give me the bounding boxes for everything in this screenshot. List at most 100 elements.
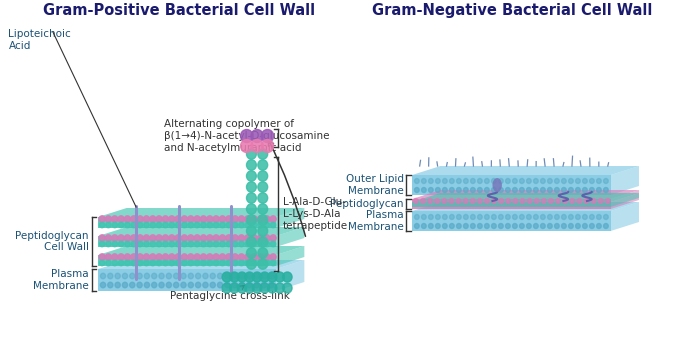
- Circle shape: [596, 187, 601, 193]
- Circle shape: [125, 241, 130, 247]
- Circle shape: [163, 260, 168, 266]
- Circle shape: [99, 222, 105, 228]
- Circle shape: [268, 283, 277, 293]
- Circle shape: [247, 193, 256, 203]
- Circle shape: [262, 140, 274, 153]
- Circle shape: [575, 215, 580, 220]
- Circle shape: [245, 241, 250, 247]
- Text: Gram-Negative Bacterial Cell Wall: Gram-Negative Bacterial Cell Wall: [372, 3, 652, 18]
- Circle shape: [554, 187, 559, 193]
- Circle shape: [130, 254, 137, 260]
- Circle shape: [247, 282, 252, 288]
- Circle shape: [541, 199, 546, 203]
- Circle shape: [232, 254, 238, 260]
- Circle shape: [151, 282, 157, 288]
- Circle shape: [252, 272, 262, 282]
- Circle shape: [270, 216, 276, 222]
- Circle shape: [239, 235, 245, 241]
- Circle shape: [275, 272, 285, 282]
- Circle shape: [270, 222, 276, 228]
- Circle shape: [149, 235, 155, 241]
- Circle shape: [194, 216, 200, 222]
- Circle shape: [226, 260, 231, 266]
- Circle shape: [254, 282, 260, 288]
- Circle shape: [118, 260, 124, 266]
- Circle shape: [421, 178, 426, 184]
- Circle shape: [200, 235, 206, 241]
- Circle shape: [232, 282, 237, 288]
- Circle shape: [144, 260, 149, 266]
- Circle shape: [485, 199, 489, 203]
- Circle shape: [220, 222, 225, 228]
- Circle shape: [251, 222, 257, 228]
- Circle shape: [137, 273, 142, 279]
- Circle shape: [450, 223, 454, 229]
- Circle shape: [143, 216, 149, 222]
- Circle shape: [112, 216, 118, 222]
- Circle shape: [159, 273, 164, 279]
- Circle shape: [194, 254, 200, 260]
- Circle shape: [105, 254, 112, 260]
- Circle shape: [512, 223, 517, 229]
- Circle shape: [181, 282, 186, 288]
- Circle shape: [260, 283, 269, 293]
- Circle shape: [450, 187, 454, 193]
- Polygon shape: [610, 190, 639, 209]
- Circle shape: [429, 215, 433, 220]
- Circle shape: [491, 178, 496, 184]
- Circle shape: [258, 193, 268, 203]
- Circle shape: [569, 215, 573, 220]
- Polygon shape: [412, 166, 639, 175]
- Circle shape: [182, 260, 187, 266]
- Circle shape: [239, 260, 244, 266]
- Circle shape: [512, 187, 517, 193]
- Circle shape: [233, 260, 238, 266]
- Polygon shape: [276, 227, 304, 247]
- Circle shape: [232, 235, 238, 241]
- Circle shape: [195, 241, 200, 247]
- Circle shape: [245, 216, 251, 222]
- Circle shape: [477, 215, 482, 220]
- Circle shape: [604, 215, 608, 220]
- Circle shape: [247, 204, 256, 214]
- Circle shape: [245, 283, 254, 293]
- Circle shape: [258, 260, 263, 266]
- Circle shape: [442, 199, 447, 203]
- Circle shape: [233, 222, 238, 228]
- Circle shape: [604, 187, 608, 193]
- Circle shape: [150, 241, 155, 247]
- Circle shape: [470, 215, 475, 220]
- Circle shape: [194, 235, 200, 241]
- Circle shape: [251, 235, 257, 241]
- Circle shape: [270, 235, 276, 241]
- Circle shape: [163, 241, 168, 247]
- Ellipse shape: [492, 178, 502, 192]
- Circle shape: [169, 235, 175, 241]
- Circle shape: [498, 223, 503, 229]
- Circle shape: [443, 223, 448, 229]
- Circle shape: [226, 241, 231, 247]
- Circle shape: [533, 178, 538, 184]
- Text: Outer Lipid
Membrane: Outer Lipid Membrane: [345, 174, 404, 196]
- Circle shape: [232, 216, 238, 222]
- Circle shape: [130, 235, 137, 241]
- Circle shape: [264, 216, 270, 222]
- Circle shape: [258, 215, 268, 225]
- Circle shape: [213, 254, 219, 260]
- Circle shape: [247, 237, 256, 247]
- Circle shape: [245, 222, 250, 228]
- Circle shape: [105, 222, 111, 228]
- Circle shape: [252, 283, 262, 293]
- Circle shape: [589, 223, 594, 229]
- Circle shape: [604, 223, 608, 229]
- Circle shape: [169, 260, 174, 266]
- Polygon shape: [98, 208, 304, 217]
- Circle shape: [137, 254, 143, 260]
- Circle shape: [99, 216, 105, 222]
- Circle shape: [414, 223, 419, 229]
- Circle shape: [174, 282, 179, 288]
- Circle shape: [598, 199, 603, 203]
- Circle shape: [210, 273, 216, 279]
- Circle shape: [456, 199, 461, 203]
- Circle shape: [105, 235, 112, 241]
